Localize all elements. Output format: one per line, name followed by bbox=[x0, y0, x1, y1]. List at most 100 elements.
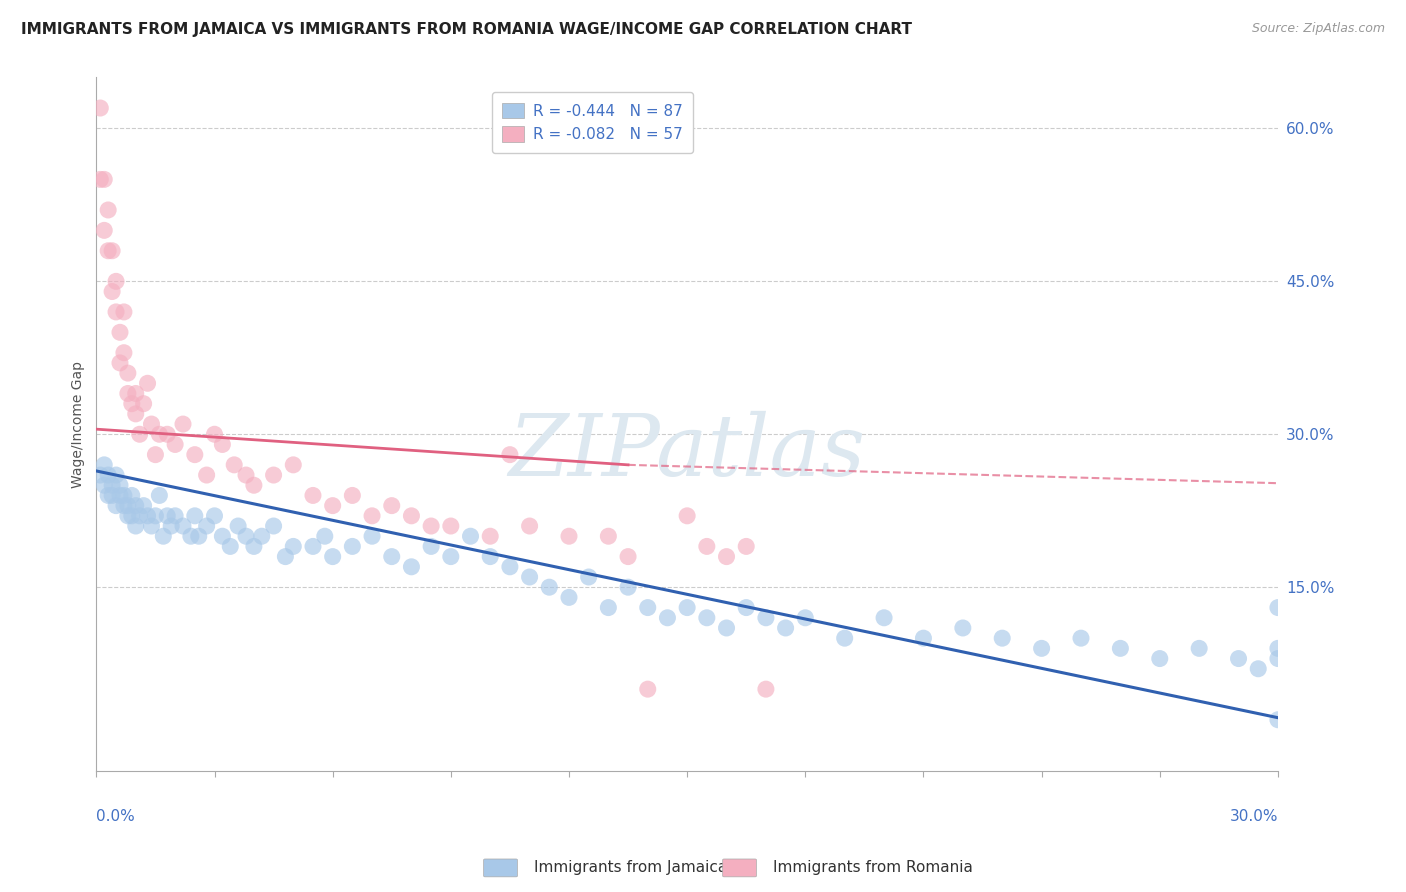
Point bbox=[108, 478, 131, 492]
Point bbox=[93, 172, 115, 186]
Point bbox=[141, 519, 163, 533]
Point bbox=[873, 611, 896, 625]
Point bbox=[117, 366, 139, 380]
Point bbox=[184, 508, 207, 523]
Point bbox=[314, 529, 336, 543]
Point bbox=[93, 458, 115, 472]
Point bbox=[121, 508, 143, 523]
Point bbox=[401, 559, 423, 574]
Point bbox=[676, 508, 699, 523]
Point bbox=[716, 549, 738, 564]
Point bbox=[617, 549, 640, 564]
Point bbox=[499, 448, 522, 462]
Point bbox=[755, 611, 778, 625]
Point bbox=[578, 570, 600, 584]
Point bbox=[108, 356, 131, 370]
Point bbox=[145, 508, 167, 523]
Point bbox=[420, 540, 443, 554]
Point bbox=[211, 437, 233, 451]
Legend: R = -0.444   N = 87, R = -0.082   N = 57: R = -0.444 N = 87, R = -0.082 N = 57 bbox=[492, 92, 693, 153]
Text: Source: ZipAtlas.com: Source: ZipAtlas.com bbox=[1251, 22, 1385, 36]
Point bbox=[440, 549, 463, 564]
Point bbox=[195, 519, 218, 533]
Point bbox=[112, 345, 135, 359]
Point bbox=[283, 458, 305, 472]
Point bbox=[145, 448, 167, 462]
Point bbox=[794, 611, 817, 625]
Point bbox=[912, 631, 935, 645]
Point bbox=[112, 305, 135, 319]
Point bbox=[165, 437, 187, 451]
Point bbox=[117, 508, 139, 523]
Point bbox=[1267, 713, 1289, 727]
Point bbox=[1267, 641, 1289, 656]
Point bbox=[696, 540, 718, 554]
Point bbox=[1247, 662, 1270, 676]
Point bbox=[148, 488, 170, 502]
Point bbox=[117, 386, 139, 401]
Point bbox=[991, 631, 1014, 645]
Point bbox=[184, 448, 207, 462]
Point bbox=[302, 540, 325, 554]
Point bbox=[755, 682, 778, 697]
Point bbox=[1109, 641, 1132, 656]
Point bbox=[93, 478, 115, 492]
Point bbox=[132, 397, 155, 411]
Point bbox=[187, 529, 209, 543]
Point bbox=[105, 305, 128, 319]
Point bbox=[558, 529, 581, 543]
Text: ZIPatlas: ZIPatlas bbox=[509, 410, 866, 493]
Point bbox=[195, 468, 218, 483]
Point bbox=[156, 427, 179, 442]
Point bbox=[180, 529, 202, 543]
Y-axis label: Wage/Income Gap: Wage/Income Gap bbox=[72, 360, 86, 488]
Point bbox=[735, 540, 758, 554]
Point bbox=[1227, 651, 1250, 665]
Point bbox=[89, 172, 111, 186]
Point bbox=[105, 274, 128, 288]
Point bbox=[156, 508, 179, 523]
Text: IMMIGRANTS FROM JAMAICA VS IMMIGRANTS FROM ROMANIA WAGE/INCOME GAP CORRELATION C: IMMIGRANTS FROM JAMAICA VS IMMIGRANTS FR… bbox=[21, 22, 912, 37]
Point bbox=[401, 508, 423, 523]
Point bbox=[460, 529, 482, 543]
Point bbox=[420, 519, 443, 533]
Point bbox=[89, 101, 111, 115]
Point bbox=[775, 621, 797, 635]
Point bbox=[479, 529, 502, 543]
Text: Immigrants from Romania: Immigrants from Romania bbox=[773, 860, 973, 874]
Point bbox=[128, 427, 150, 442]
Point bbox=[479, 549, 502, 564]
Point bbox=[499, 559, 522, 574]
Point bbox=[558, 591, 581, 605]
Point bbox=[136, 376, 159, 391]
Point bbox=[125, 407, 148, 421]
Point bbox=[1188, 641, 1211, 656]
Point bbox=[105, 499, 128, 513]
Point bbox=[598, 600, 620, 615]
Point bbox=[235, 468, 257, 483]
Point bbox=[101, 488, 124, 502]
Point bbox=[322, 549, 344, 564]
Point bbox=[716, 621, 738, 635]
Point bbox=[1031, 641, 1053, 656]
Point bbox=[235, 529, 257, 543]
Text: 30.0%: 30.0% bbox=[1229, 809, 1278, 824]
Point bbox=[160, 519, 183, 533]
Point bbox=[211, 529, 233, 543]
Point bbox=[125, 499, 148, 513]
Point bbox=[381, 549, 404, 564]
Point bbox=[263, 519, 285, 533]
Point bbox=[361, 529, 384, 543]
Point bbox=[637, 682, 659, 697]
Point bbox=[598, 529, 620, 543]
Point bbox=[204, 427, 226, 442]
Point bbox=[152, 529, 174, 543]
Point bbox=[696, 611, 718, 625]
Point bbox=[105, 468, 128, 483]
Point bbox=[112, 488, 135, 502]
Point bbox=[117, 499, 139, 513]
Point bbox=[1070, 631, 1092, 645]
Point bbox=[125, 519, 148, 533]
Point bbox=[538, 580, 561, 594]
Point bbox=[302, 488, 325, 502]
